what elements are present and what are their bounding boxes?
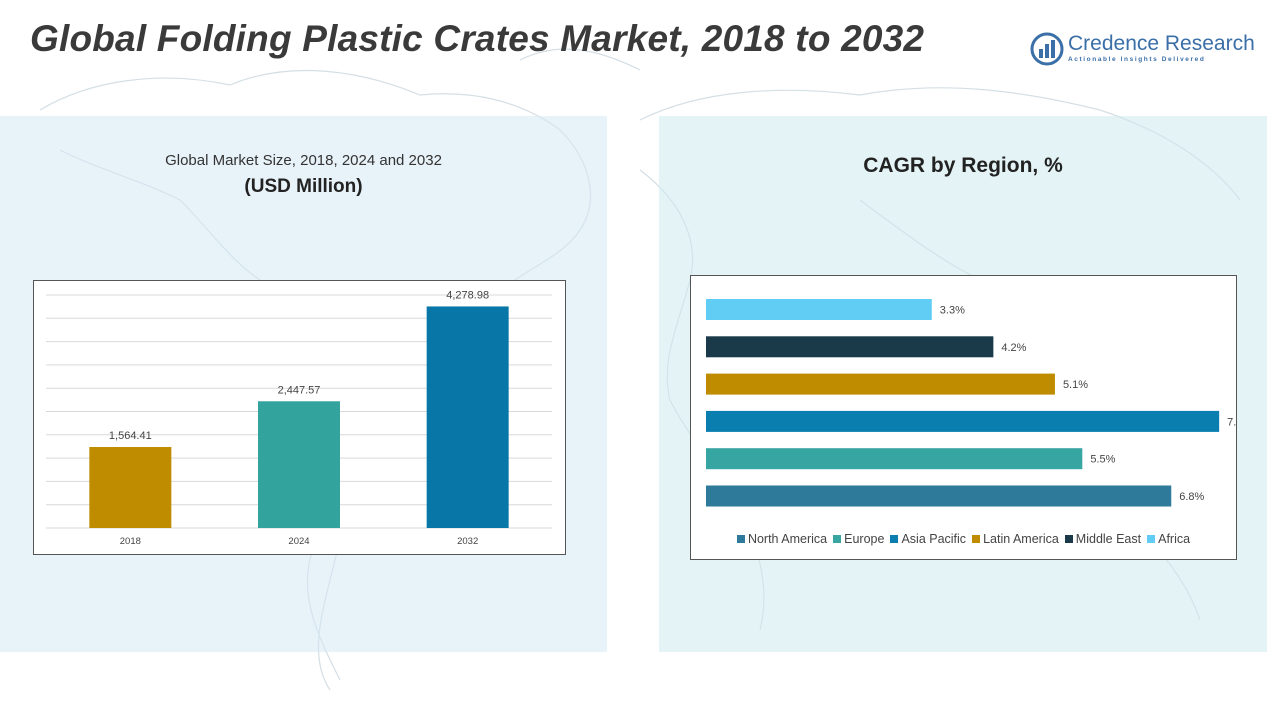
legend-item-africa: Africa (1147, 532, 1190, 546)
bar-chart-logo-icon (1030, 32, 1064, 66)
bar-2024 (258, 401, 340, 528)
legend-label: Latin America (983, 532, 1059, 546)
cagr-bar-north-america (706, 485, 1172, 507)
bar-value-label-2032: 4,278.98 (446, 289, 489, 301)
legend-label: Europe (844, 532, 885, 546)
market-size-chart-title: Global Market Size, 2018, 2024 and 2032 (165, 152, 442, 169)
x-tick-label-2024: 2024 (288, 536, 309, 547)
page-title: Global Folding Plastic Crates Market, 20… (30, 18, 925, 59)
legend-item-asia-pacific: Asia Pacific (890, 532, 966, 546)
legend-swatch (972, 535, 981, 543)
cagr-chart-title: CAGR by Region, % (863, 154, 1063, 177)
cagr-bar-middle-east (706, 336, 994, 358)
legend-item-latin-america: Latin America (972, 532, 1059, 546)
cagr-bar-europe (706, 448, 1083, 470)
legend-label: Asia Pacific (901, 532, 967, 546)
market-size-chart: 1,564.41 2018 2,447.57 2024 4,278.98 2032 (33, 280, 566, 555)
legend-swatch (1064, 535, 1073, 543)
legend-label: Africa (1158, 532, 1191, 546)
cagr-value-label-europe: 5.5% (1090, 454, 1115, 466)
x-tick-label-2018: 2018 (120, 536, 141, 547)
cagr-bar-asia-pacific (706, 410, 1220, 432)
cagr-value-label-middle-east: 4.2% (1001, 342, 1026, 354)
cagr-value-label-latin-america: 5.1% (1063, 379, 1088, 391)
market-size-chart-subtitle: (USD Million) (244, 176, 363, 197)
legend-label: North America (747, 532, 828, 546)
market-size-bar-svg: 1,564.41 2018 2,447.57 2024 4,278.98 2032 (46, 289, 552, 547)
legend-item-europe: Europe (833, 532, 884, 546)
bar-value-label-2024: 2,447.57 (278, 384, 321, 396)
cagr-value-label-north-america: 6.8% (1179, 491, 1204, 503)
logo-tagline: Actionable Insights Delivered (1068, 56, 1206, 63)
bar-value-label-2018: 1,564.41 (109, 430, 152, 442)
cagr-bar-svg: 3.3% 4.2% 5.1% 7.5% 5.5% 6.8% (706, 299, 1236, 507)
legend-swatch (736, 535, 745, 543)
legend-swatch (1147, 535, 1156, 543)
legend-label: Middle East (1075, 532, 1142, 546)
x-tick-label-2032: 2032 (457, 536, 478, 547)
cagr-bar-africa (706, 299, 932, 320)
cagr-value-label-africa: 3.3% (940, 305, 965, 317)
logo[interactable]: Credence Research Actionable Insights De… (1030, 30, 1255, 70)
cagr-legend: North America Europe Asia Pacific Latin Ame… (691, 532, 1236, 546)
legend-swatch (890, 535, 899, 543)
bar-2032 (426, 306, 509, 528)
legend-swatch (833, 535, 842, 543)
logo-name: Credence Research (1068, 32, 1255, 55)
bar-2018 (89, 446, 172, 528)
cagr-bar-latin-america (706, 373, 1055, 395)
cagr-chart: 3.3% 4.2% 5.1% 7.5% 5.5% 6.8% North America Eu… (690, 275, 1237, 560)
legend-item-north-america: North America (736, 532, 828, 546)
legend-item-middle-east: Middle East (1064, 532, 1142, 546)
cagr-value-label-asia-pacific: 7.5% (1227, 416, 1236, 428)
